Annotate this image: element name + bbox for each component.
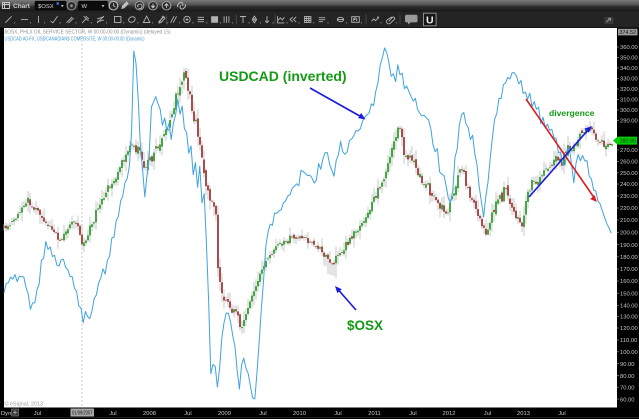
svg-text:divergence: divergence bbox=[549, 108, 595, 118]
svg-text:200.00: 200.00 bbox=[620, 231, 638, 237]
svg-text:230.00: 230.00 bbox=[620, 194, 638, 200]
svg-text:360.00: 360.00 bbox=[620, 45, 638, 51]
svg-text:Jul: Jul bbox=[259, 411, 266, 417]
svg-text:240.00: 240.00 bbox=[620, 182, 638, 188]
svg-text:110.00: 110.00 bbox=[620, 338, 637, 344]
svg-text:U: U bbox=[426, 14, 434, 26]
svg-text:© eSignal, 2013: © eSignal, 2013 bbox=[5, 401, 43, 408]
svg-text:190.00: 190.00 bbox=[620, 243, 638, 249]
svg-text:290.00: 290.00 bbox=[620, 119, 638, 125]
svg-text:2013: 2013 bbox=[517, 411, 530, 417]
svg-text:90.00: 90.00 bbox=[620, 362, 635, 368]
svg-text:330.00: 330.00 bbox=[620, 77, 638, 83]
svg-text:260.00: 260.00 bbox=[620, 160, 638, 166]
svg-text:220.00: 220.00 bbox=[620, 206, 638, 212]
svg-text:USDCAD (inverted): USDCAD (inverted) bbox=[219, 68, 347, 84]
svg-text:2012: 2012 bbox=[443, 411, 456, 417]
svg-text:130.00: 130.00 bbox=[620, 315, 638, 321]
svg-text:USDCAD A0-FX, US$/CANADIAN$ CO: USDCAD A0-FX, US$/CANADIAN$ COMPOSITE, W… bbox=[5, 37, 145, 43]
svg-text:300.00: 300.00 bbox=[620, 108, 638, 114]
svg-text:120.00: 120.00 bbox=[620, 326, 638, 332]
svg-text:2010: 2010 bbox=[293, 411, 306, 417]
svg-text:70.00: 70.00 bbox=[620, 385, 635, 391]
svg-text:250.00: 250.00 bbox=[620, 171, 638, 177]
svg-text:$OSX: $OSX bbox=[38, 4, 54, 10]
svg-text:Dyn: Dyn bbox=[1, 411, 11, 417]
svg-text:80.00: 80.00 bbox=[620, 374, 635, 380]
svg-text:Jul: Jul bbox=[484, 411, 491, 417]
svg-text:310.00: 310.00 bbox=[620, 98, 638, 104]
svg-text:2008: 2008 bbox=[143, 411, 156, 417]
svg-text:Jul: Jul bbox=[109, 411, 116, 417]
svg-text:340.00: 340.00 bbox=[620, 66, 638, 72]
svg-text:Jul: Jul bbox=[34, 411, 41, 417]
svg-text:2011: 2011 bbox=[368, 411, 380, 417]
svg-text:01/09/2007: 01/09/2007 bbox=[72, 410, 93, 416]
svg-text:140.00: 140.00 bbox=[620, 304, 638, 310]
svg-text:320.00: 320.00 bbox=[620, 87, 638, 93]
svg-text:210.00: 210.00 bbox=[620, 218, 638, 224]
svg-text:Chart: Chart bbox=[13, 3, 31, 10]
svg-text:Jul: Jul bbox=[334, 411, 341, 417]
svg-text:350.00: 350.00 bbox=[620, 56, 638, 62]
svg-text:180.00: 180.00 bbox=[620, 255, 638, 261]
svg-text:$OSX: $OSX bbox=[347, 318, 383, 333]
svg-text:$OSX, PHLX OIL SERVICE SECTOR,: $OSX, PHLX OIL SERVICE SECTOR, W 00:00-0… bbox=[5, 30, 171, 36]
svg-text:60.00: 60.00 bbox=[620, 397, 635, 403]
svg-text:170.00: 170.00 bbox=[620, 267, 638, 273]
svg-text:Jul: Jul bbox=[184, 411, 191, 417]
svg-text:150.00: 150.00 bbox=[620, 292, 638, 298]
svg-text:W: W bbox=[82, 4, 88, 10]
svg-text:Jul: Jul bbox=[558, 411, 565, 417]
svg-text:270.00: 270.00 bbox=[620, 148, 638, 154]
svg-text:2009: 2009 bbox=[218, 411, 231, 417]
svg-text:Jul: Jul bbox=[409, 411, 416, 417]
svg-text:280.85: 280.85 bbox=[620, 139, 637, 145]
svg-text:160.00: 160.00 bbox=[620, 279, 638, 285]
svg-text:374.52: 374.52 bbox=[620, 30, 637, 36]
svg-text:100.00: 100.00 bbox=[620, 350, 638, 356]
